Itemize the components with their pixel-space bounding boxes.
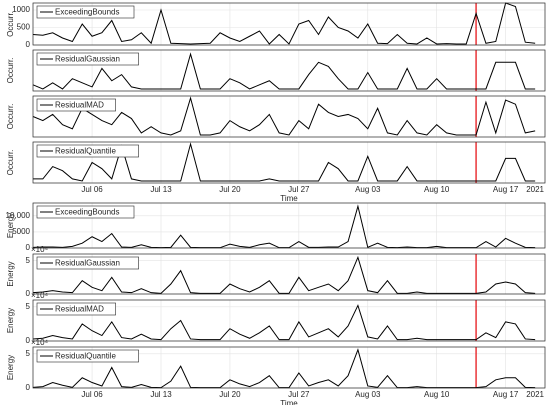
y-tick-label: 5: [26, 302, 31, 311]
x-tick-label: Jul 06: [81, 185, 103, 194]
x-year-label: 2021: [526, 390, 544, 399]
legend-label: ResidualQuantile: [55, 352, 116, 361]
legend-box: [36, 144, 139, 158]
legend-box: [36, 256, 139, 270]
x-tick-label: Aug 03: [355, 185, 381, 194]
x-tick-label: Jul 20: [219, 185, 241, 194]
y-tick-label: 5000: [12, 227, 30, 236]
y-axis-label: Energy: [6, 261, 15, 286]
series-line: [32, 255, 536, 294]
series-line: [33, 142, 536, 182]
x-tick-label: Jul 13: [150, 185, 172, 194]
axes-frame: [32, 202, 546, 249]
axes-frame: [32, 346, 546, 389]
axes-frame: [32, 299, 546, 342]
series-line: [32, 2, 536, 45]
legend-label: ResidualMAD: [55, 305, 104, 314]
y-axis-label: Occurr.: [6, 11, 15, 37]
legend-box: [36, 205, 135, 219]
legend-label: ExceedingBounds: [55, 8, 120, 17]
legend-label: ResidualQuantile: [55, 147, 116, 156]
y-tick-label: 500: [17, 23, 31, 32]
exponent-label: ×10⁴: [31, 245, 49, 254]
series-line: [32, 52, 536, 90]
legend-label: ExceedingBounds: [55, 208, 120, 217]
y-tick-label: 10,000: [6, 211, 31, 220]
x-tick-label: Jul 06: [81, 390, 103, 399]
legend-box: [36, 52, 139, 66]
y-axis-label: Occurr.: [6, 58, 15, 84]
legend-box: [36, 302, 116, 316]
y-tick-label: 5: [26, 256, 31, 265]
legend-label: ResidualMAD: [55, 101, 104, 110]
x-tick-label: Jul 20: [219, 390, 241, 399]
exponent-label: ×10⁴: [31, 338, 49, 347]
y-tick-label: 0: [26, 289, 31, 298]
axes-frame: [32, 253, 546, 295]
x-tick-label: Jul 27: [288, 185, 310, 194]
series-line: [32, 96, 536, 136]
x-tick-label: Aug 10: [424, 185, 450, 194]
axes-frame: [32, 2, 546, 46]
y-tick-label: 0: [26, 383, 31, 392]
x-tick-label: Aug 17: [493, 390, 519, 399]
y-tick-label: 0: [26, 243, 31, 252]
y-axis-label: Energy: [6, 213, 15, 238]
x-axis-label: Time: [280, 194, 298, 203]
x-year-label: 2021: [526, 185, 544, 194]
axes-frame: [32, 49, 546, 92]
y-axis-label: Occurr.: [6, 104, 15, 130]
series-line: [32, 304, 536, 341]
y-tick-label: 1000: [12, 5, 30, 14]
x-axis-label: Time: [280, 399, 298, 405]
axes-frame: [32, 141, 546, 184]
legend-box: [36, 349, 139, 363]
y-tick-label: 5: [26, 349, 31, 358]
y-tick-label: 0: [26, 40, 31, 49]
x-tick-label: Jul 13: [150, 390, 172, 399]
legend-label: ResidualGaussian: [55, 55, 120, 64]
x-tick-label: Jul 27: [288, 390, 310, 399]
axes-frame: [32, 95, 546, 138]
x-tick-label: Aug 03: [355, 390, 381, 399]
legend-label: ResidualGaussian: [55, 259, 120, 268]
y-tick-label: 0: [26, 336, 31, 345]
legend-box: [36, 5, 135, 19]
x-tick-label: Aug 17: [493, 185, 519, 194]
exponent-label: ×10⁴: [31, 291, 49, 300]
legend-box: [36, 98, 116, 112]
y-axis-label: Energy: [6, 355, 15, 380]
y-axis-label: Energy: [6, 308, 15, 333]
y-axis-label: Occurr.: [6, 150, 15, 176]
x-tick-label: Aug 10: [424, 390, 450, 399]
